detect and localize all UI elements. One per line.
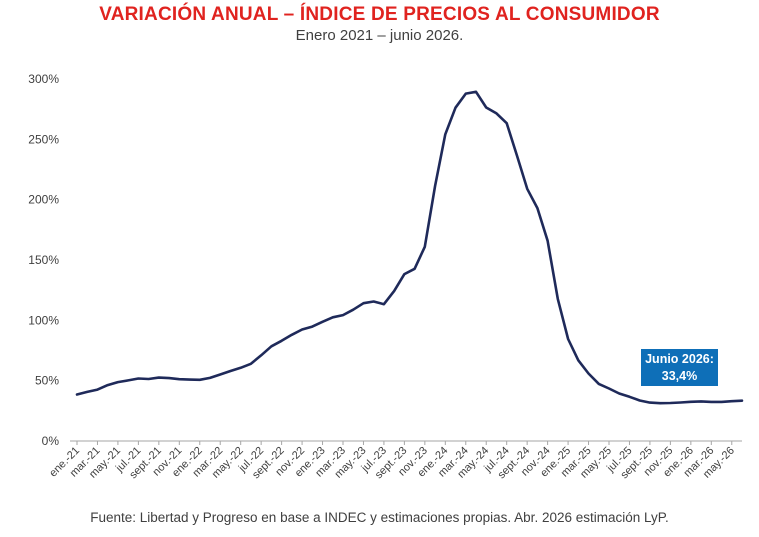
y-tick-label: 0%	[42, 434, 60, 448]
series-line	[75, 90, 744, 405]
y-tick-label: 300%	[28, 72, 59, 86]
y-tick-label: 100%	[28, 313, 59, 327]
chart-subtitle: Enero 2021 – junio 2026.	[295, 27, 464, 44]
y-tick-label: 50%	[35, 374, 59, 388]
y-tick-label: 250%	[28, 132, 59, 146]
callout-line-2: 33,4%	[661, 369, 698, 383]
latest-value-callout: Junio 2026: 33,4%	[641, 349, 718, 386]
y-tick-label: 150%	[28, 253, 59, 267]
callout-line-1: Junio 2026:	[645, 352, 714, 366]
source-note: Fuente: Libertad y Progreso en base a IN…	[90, 510, 669, 525]
y-tick-label: 200%	[28, 193, 59, 207]
latest-value-callout-text: Junio 2026: 33,4%	[641, 351, 718, 385]
chart-title: VARIACIÓN ANUAL – ÍNDICE DE PRECIOS AL C…	[99, 4, 660, 25]
